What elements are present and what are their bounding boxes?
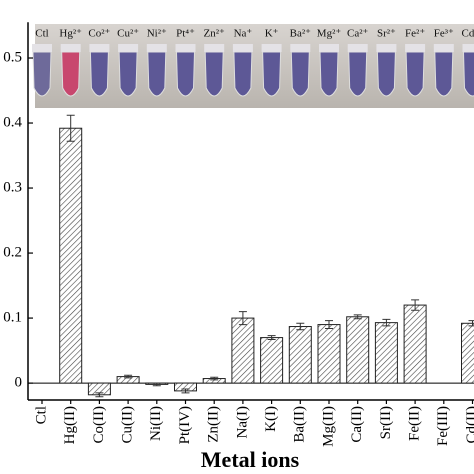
inset-photo: Ctl Hg²⁺ Co²⁺ Cu²⁺ Ni²⁺ Pt⁴⁺ Zn²⁺ Na⁺ K⁺ Ba²⁺ Mg²⁺… — [32, 24, 474, 108]
x-tick-label: Mg(II) — [320, 406, 336, 447]
inset-label: Fe³⁺ — [434, 28, 454, 40]
inset-label: Ca²⁺ — [347, 28, 369, 40]
inset-label: Ni²⁺ — [147, 28, 167, 40]
x-tick-label: Fe(III) — [435, 406, 451, 446]
inset-label: Pt⁴⁺ — [176, 28, 195, 40]
tube — [118, 51, 138, 97]
tube-cap — [118, 44, 139, 52]
y-tick-label: 0.1 — [3, 310, 22, 326]
error-bar — [296, 322, 305, 331]
tube — [262, 51, 282, 97]
y-tick-label: 0 — [15, 375, 23, 391]
tube-cap — [347, 44, 368, 52]
y-tick-label: 0.5 — [3, 49, 22, 65]
x-tick-label: Hg(II) — [62, 406, 78, 444]
tube — [319, 51, 339, 97]
tube — [376, 51, 396, 97]
x-tick-label: Na(I) — [234, 406, 250, 438]
tube — [434, 51, 454, 97]
bar — [260, 337, 284, 384]
bar — [59, 127, 83, 384]
inset-label: Fe²⁺ — [405, 28, 425, 40]
tube — [462, 51, 474, 97]
inset-label: Cu²⁺ — [117, 28, 139, 40]
tube-cap — [204, 44, 225, 52]
tube-cap — [175, 44, 196, 52]
bar — [231, 317, 255, 384]
x-tick-label: Cu(II) — [120, 406, 136, 444]
error-bar — [124, 374, 133, 379]
inset-label: Mg²⁺ — [317, 28, 342, 40]
tube-cap — [146, 44, 167, 52]
inset-label: Zn²⁺ — [204, 28, 226, 40]
x-axis-title: Metal ions — [201, 447, 300, 472]
bar — [288, 326, 312, 384]
tube — [147, 51, 167, 97]
bar — [461, 322, 474, 384]
tube-cap — [433, 44, 454, 52]
error-bar — [468, 320, 474, 327]
error-bar — [411, 299, 420, 311]
tube — [32, 51, 52, 97]
error-bar — [181, 388, 190, 394]
x-tick-label: Cd(II) — [464, 406, 474, 444]
inset-label: Na⁺ — [234, 28, 253, 40]
error-bar — [353, 314, 362, 320]
inset-label: Sr²⁺ — [377, 28, 396, 40]
tube-cap — [232, 44, 253, 52]
x-tick-label: Fe(II) — [407, 406, 423, 441]
tube-cap — [462, 44, 474, 52]
tube — [233, 51, 253, 97]
x-tick-label: Ni(II) — [148, 406, 164, 441]
tube — [175, 51, 196, 97]
error-bar — [267, 335, 276, 341]
x-tick-label: Pt(IV) — [177, 406, 193, 444]
x-tick-label: Zn(II) — [206, 406, 222, 443]
tube-cap — [89, 44, 110, 52]
error-bar — [210, 376, 219, 381]
tube — [89, 51, 109, 97]
error-bar — [152, 382, 161, 387]
inset-label: Co²⁺ — [88, 28, 110, 40]
x-tick-label: Sr(II) — [378, 406, 394, 439]
bar — [317, 324, 341, 384]
y-tick-label: 0.2 — [3, 244, 22, 260]
inset-label: Hg²⁺ — [59, 28, 82, 40]
x-tick-label: K(I) — [263, 406, 279, 432]
inset-label: Cd²⁺ — [462, 28, 474, 40]
tube — [204, 51, 224, 97]
x-tick-label: Co(II) — [91, 406, 107, 444]
bar — [346, 316, 370, 384]
error-bar — [325, 320, 333, 329]
x-tick-label: Ctl — [33, 406, 49, 424]
tube — [290, 51, 310, 97]
tube — [61, 51, 81, 97]
inset-label: Ctl — [35, 28, 48, 40]
tube-cap — [405, 44, 426, 52]
error-bar — [238, 311, 247, 326]
inset-label: K⁺ — [265, 28, 279, 40]
tube-cap — [376, 44, 397, 52]
error-bar — [382, 318, 391, 327]
tube-cap — [290, 44, 311, 52]
tube — [348, 51, 368, 97]
x-tick-label: Ba(II) — [292, 406, 308, 443]
inset-label: Ba²⁺ — [290, 28, 312, 40]
error-bar — [95, 392, 104, 398]
y-tick-label: 0.4 — [3, 114, 22, 130]
x-tick-label: Ca(II) — [349, 406, 365, 443]
tube — [405, 51, 425, 97]
error-bar — [66, 114, 75, 142]
tube-cap — [60, 44, 81, 52]
tube-cap — [261, 44, 282, 52]
y-tick-label: 0.3 — [3, 179, 22, 195]
tube-cap — [32, 44, 52, 52]
bar — [374, 322, 398, 384]
tube-cap — [319, 44, 339, 52]
bar — [403, 304, 427, 384]
